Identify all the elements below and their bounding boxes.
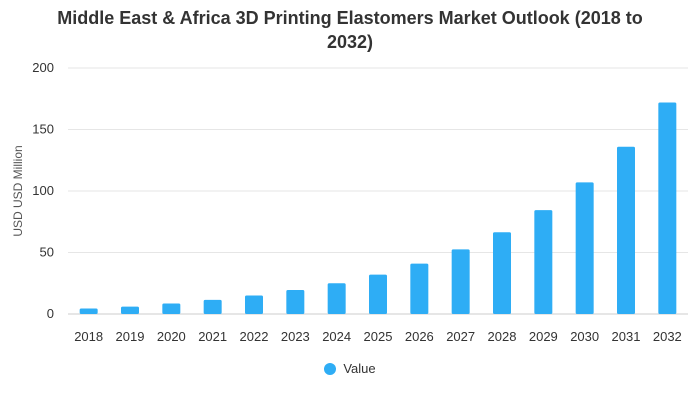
x-tick-label: 2029 [529,329,558,344]
bar-2024 [327,283,346,314]
bar-2031 [617,146,635,314]
x-tick-label: 2028 [488,329,517,344]
bars [79,102,677,314]
legend-label: Value [343,361,376,376]
y-tick-label: 0 [47,306,54,321]
bar-2020 [162,303,181,314]
bar-2028 [493,232,511,314]
x-tick-label: 2032 [653,329,682,344]
chart-title: Middle East & Africa 3D Printing Elastom… [0,6,700,54]
x-tick-label: 2023 [281,329,310,344]
x-tick-label: 2024 [322,329,351,344]
bar-2022 [245,295,263,314]
bar-2029 [534,210,553,314]
bar-2032 [658,102,677,314]
x-tick-label: 2031 [612,329,641,344]
bar-2030 [575,182,594,314]
legend: Value [0,361,700,376]
x-tick-label: 2025 [364,329,393,344]
x-tick-label: 2021 [198,329,227,344]
x-tick-label: 2026 [405,329,434,344]
x-tick-label: 2020 [157,329,186,344]
bar-2026 [410,263,429,314]
y-tick-label: 150 [32,122,54,137]
y-axis-label: USD USD Million [11,145,25,236]
y-axis-ticks: 0 50 100 150 200 [32,60,54,321]
x-tick-label: 2022 [240,329,269,344]
bar-2027 [451,249,470,314]
bar-2023 [286,290,305,314]
y-tick-label: 50 [40,245,54,260]
x-tick-label: 2027 [446,329,475,344]
x-tick-label: 2019 [116,329,145,344]
chart-title-line-2: 2032) [326,32,374,52]
legend-swatch [324,362,337,375]
x-axis-ticks: 2018 2019 2020 2021 2022 2023 2024 2025 2026 2027… [74,329,682,344]
x-tick-label: 2018 [74,329,103,344]
bar-2025 [369,274,387,314]
y-tick-label: 100 [32,183,54,198]
bar-2021 [203,299,222,314]
y-tick-label: 200 [32,60,54,75]
bar-2019 [121,306,139,314]
x-tick-label: 2030 [570,329,599,344]
bar-2018 [79,308,98,314]
chart-title-line-1: Middle East & Africa 3D Printing Elastom… [57,8,643,28]
